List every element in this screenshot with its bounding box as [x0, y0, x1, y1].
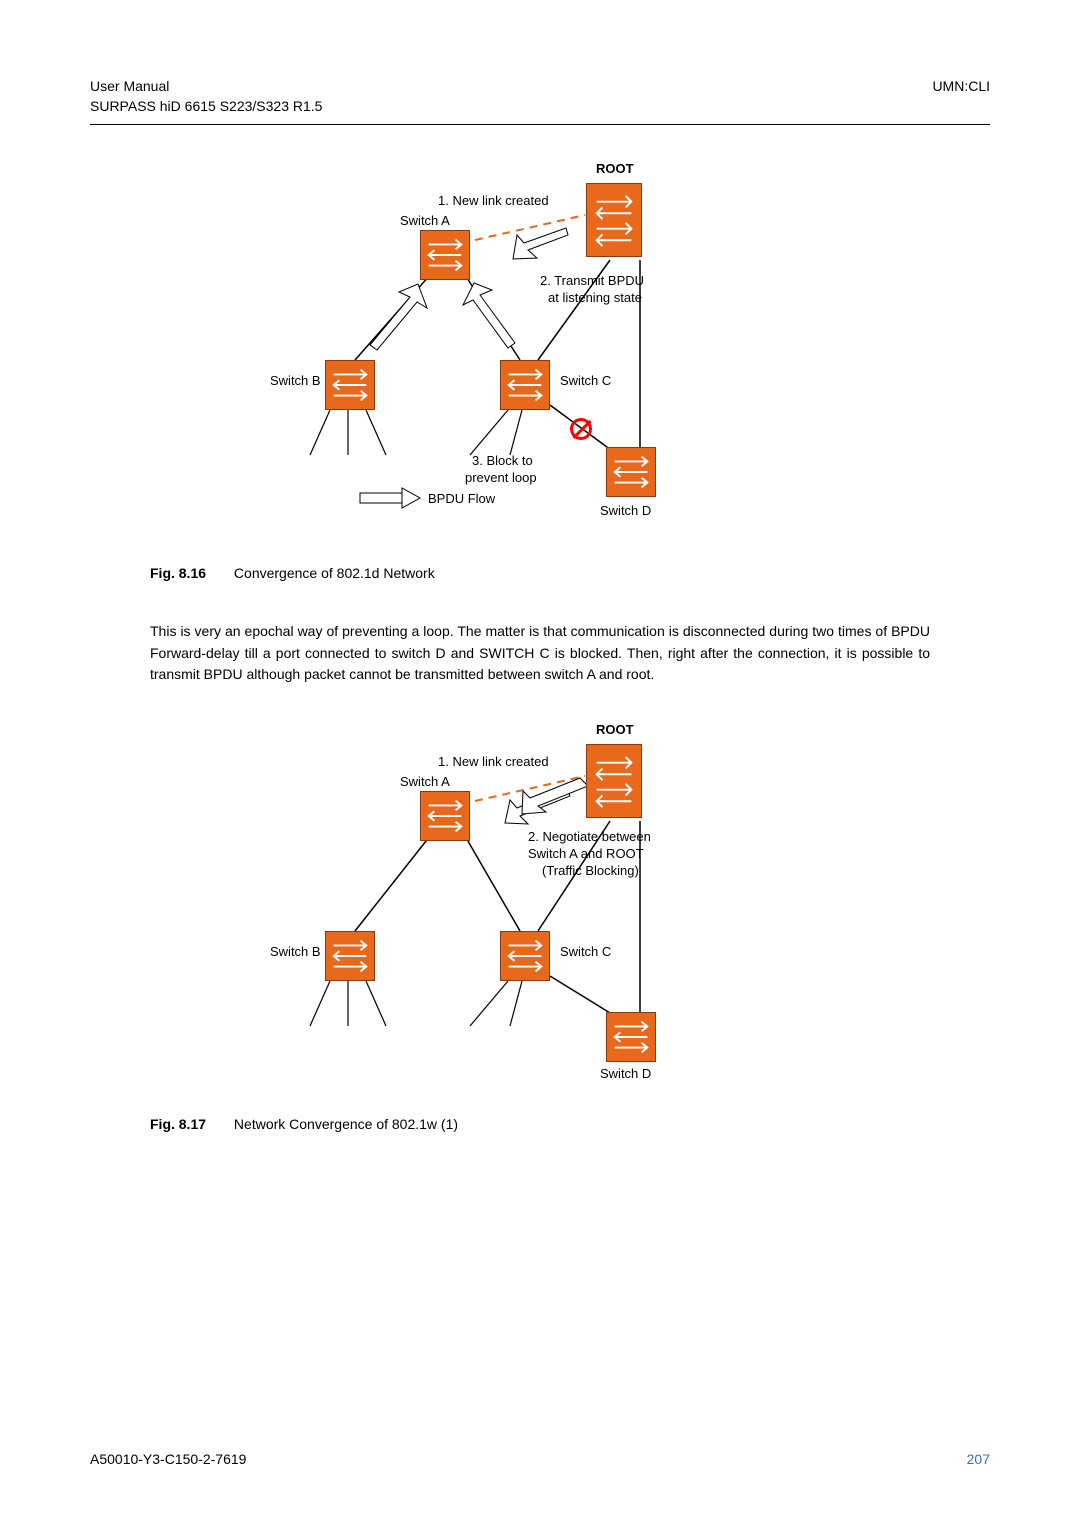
figure-8-17: ROOT 1. New link created Switch A 2. Neg…: [270, 716, 810, 1086]
fig2-switchD-icon: [606, 1012, 656, 1062]
fig1-switchB-icon: [325, 360, 375, 410]
fig2-switchC-icon: [500, 931, 550, 981]
fig1-caption: Fig. 8.16 Convergence of 802.1d Network: [150, 565, 990, 581]
fig2-text2c: (Traffic Blocking): [542, 863, 639, 878]
fig2-switchB-icon: [325, 931, 375, 981]
header-rule: [90, 124, 990, 125]
fig2-caption: Fig. 8.17 Network Convergence of 802.1w …: [150, 1116, 990, 1132]
fig1-text3a: 3. Block to: [472, 453, 533, 468]
fig2-lines-svg: [270, 716, 810, 1086]
fig1-switchB-label: Switch B: [270, 373, 321, 388]
header-row: User Manual UMN:CLI: [90, 78, 990, 94]
fig2-switchC-label: Switch C: [560, 944, 611, 959]
fig2-text2a: 2. Negotiate between: [528, 829, 651, 844]
paragraph: This is very an epochal way of preventin…: [150, 621, 930, 686]
header-right: UMN:CLI: [932, 78, 990, 94]
fig1-caption-text: Convergence of 802.1d Network: [234, 565, 435, 581]
figure-8-16: ROOT 1. New link created Switch A 2. Tra…: [270, 155, 810, 535]
fig1-text2a: 2. Transmit BPDU: [540, 273, 644, 288]
fig2-caption-text: Network Convergence of 802.1w (1): [234, 1116, 458, 1132]
footer: A50010-Y3-C150-2-7619 207: [90, 1451, 990, 1467]
fig2-num: Fig. 8.17: [150, 1116, 206, 1132]
block-circle-icon: [570, 418, 592, 440]
fig1-num: Fig. 8.16: [150, 565, 206, 581]
root-switch-icon: [586, 183, 642, 257]
fig1-text2b: at listening state: [548, 290, 642, 305]
page-container: User Manual UMN:CLI SURPASS hiD 6615 S22…: [0, 0, 1080, 1232]
header-left1: User Manual: [90, 78, 169, 94]
fig1-switchD-icon: [606, 447, 656, 497]
footer-left: A50010-Y3-C150-2-7619: [90, 1451, 246, 1467]
fig1-switchA-icon: [420, 230, 470, 280]
fig1-switchC-label: Switch C: [560, 373, 611, 388]
fig2-switchA-label: Switch A: [400, 774, 450, 789]
header-left2: SURPASS hiD 6615 S223/S323 R1.5: [90, 98, 990, 114]
fig1-switchD-label: Switch D: [600, 503, 651, 518]
fig1-text3b: prevent loop: [465, 470, 537, 485]
fig2-root-icon: [586, 744, 642, 818]
fig1-legend: BPDU Flow: [428, 491, 495, 506]
fig2-root-label: ROOT: [596, 722, 634, 737]
page-number: 207: [967, 1451, 990, 1467]
fig2-text2b: Switch A and ROOT: [528, 846, 644, 861]
fig2-switchB-label: Switch B: [270, 944, 321, 959]
fig1-text1: 1. New link created: [438, 193, 549, 208]
fig1-lines-svg: [270, 155, 810, 535]
fig2-text1: 1. New link created: [438, 754, 549, 769]
fig2-switchA-icon: [420, 791, 470, 841]
fig1-switchC-icon: [500, 360, 550, 410]
fig1-root-label: ROOT: [596, 161, 634, 176]
fig2-switchD-label: Switch D: [600, 1066, 651, 1081]
fig1-switchA-label: Switch A: [400, 213, 450, 228]
